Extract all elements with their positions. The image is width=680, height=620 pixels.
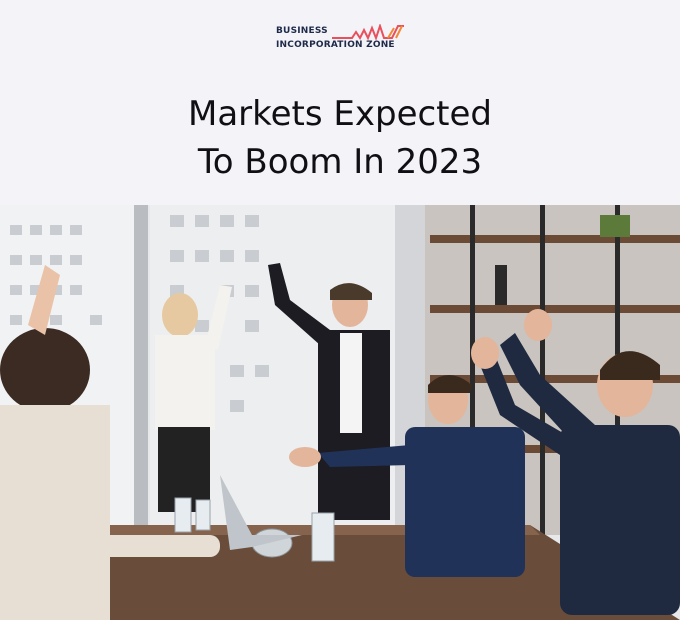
brand-line-1: BUSINESS [276, 26, 328, 36]
growth-bars-icon [332, 24, 404, 41]
title-line-2: To Boom In 2023 [197, 142, 483, 182]
page-title: Markets Expected To Boom In 2023 [0, 90, 680, 186]
office-celebration-illustration [0, 205, 680, 620]
title-line-1: Markets Expected [187, 94, 493, 134]
brand-line-2: INCORPORATION ZONE [276, 40, 395, 50]
hero-photo [0, 205, 680, 620]
brand-logo[interactable]: BUSINESS INCORPORATION ZONE [276, 24, 408, 54]
header: BUSINESS INCORPORATION ZONE Markets Expe… [0, 0, 680, 205]
